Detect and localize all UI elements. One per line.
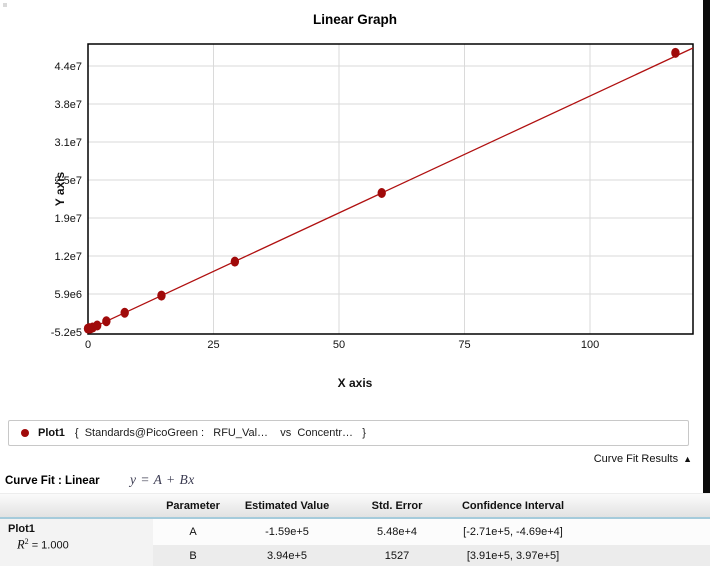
plot-group-cell: Plot1 R2 = 1.000 bbox=[0, 519, 153, 566]
table-row-b: B 3.94e+5 1527 [3.91e+5, 3.97e+5] bbox=[153, 545, 710, 566]
col-std-error: Std. Error bbox=[371, 499, 423, 512]
data-point bbox=[92, 320, 102, 331]
data-point bbox=[157, 290, 166, 301]
plot-group-name: Plot1 bbox=[8, 523, 35, 535]
curve-fit-type-label: Curve Fit : Linear bbox=[5, 475, 100, 487]
y-tick-label: -5.2e5 bbox=[51, 327, 82, 339]
legend[interactable]: Plot1 { Standards@PicoGreen : RFU_Val… v… bbox=[8, 420, 689, 446]
table-row-a: A -1.59e+5 5.48e+4 [-2.71e+5, -4.69e+4] bbox=[153, 519, 710, 545]
collapse-triangle-icon: ▲ bbox=[683, 454, 692, 464]
curve-fit-results-toggle[interactable]: Curve Fit Results ▲ bbox=[594, 453, 692, 465]
x-axis-title: X axis bbox=[337, 376, 373, 390]
y-tick-label: 3.8e7 bbox=[54, 99, 82, 111]
fit-equation: y = A + Bx bbox=[130, 472, 195, 487]
table-body: Plot1 R2 = 1.000 A -1.59e+5 5.48e+4 [-2.… bbox=[0, 519, 710, 566]
x-tick-label: 50 bbox=[333, 339, 345, 351]
y-tick-label: 1.9e7 bbox=[54, 213, 82, 225]
x-tick-label: 0 bbox=[85, 339, 91, 351]
cell-parameter: B bbox=[189, 549, 197, 562]
legend-plot-label: Plot1 bbox=[38, 427, 65, 439]
curve-fit-header: Curve Fit : Linear y = A + Bx bbox=[5, 471, 195, 489]
header-divider bbox=[0, 517, 710, 519]
y-axis-title: Y axis bbox=[53, 171, 67, 207]
chart-title: Linear Graph bbox=[312, 12, 398, 27]
screen-artifact bbox=[3, 3, 7, 7]
linear-graph-plot: 0 25 50 75 100 -5.2e5 5.9e6 1.2e7 1.9e7 2.5e7 3.1e… bbox=[51, 43, 694, 351]
fit-line bbox=[87, 47, 694, 331]
data-point bbox=[671, 47, 680, 58]
x-tick-label: 25 bbox=[207, 339, 219, 351]
data-point bbox=[120, 307, 129, 318]
curve-fit-results-label: Curve Fit Results bbox=[593, 453, 679, 465]
cell-estimated-value: -1.59e+5 bbox=[265, 526, 309, 538]
y-tick-label: 5.9e6 bbox=[54, 289, 82, 301]
y-tick-label: 3.1e7 bbox=[54, 137, 82, 149]
data-point bbox=[102, 316, 111, 327]
data-point bbox=[377, 188, 386, 199]
cell-std-error: 5.48e+4 bbox=[376, 526, 418, 538]
right-edge-panel bbox=[703, 0, 710, 493]
x-tick-label: 75 bbox=[458, 339, 470, 351]
legend-series-text: { Standards@PicoGreen : RFU_Val… vs Conc… bbox=[74, 427, 366, 439]
y-tick-label: 2.5e7 bbox=[54, 175, 82, 187]
cell-parameter: A bbox=[189, 526, 197, 538]
y-tick-label: 1.2e7 bbox=[54, 251, 82, 263]
curve-fit-results-table: Parameter Estimated Value Std. Error Con… bbox=[0, 493, 710, 566]
r-exponent: 2 bbox=[24, 537, 29, 546]
r-equals-value: = 1.000 bbox=[28, 539, 69, 552]
plot-frame bbox=[87, 43, 694, 335]
table-header-row: Parameter Estimated Value Std. Error Con… bbox=[0, 493, 710, 517]
y-tick-label: 4.4e7 bbox=[54, 61, 82, 73]
cell-estimated-value: 3.94e+5 bbox=[266, 549, 308, 562]
cell-confidence-interval: [-2.71e+5, -4.69e+4] bbox=[463, 526, 563, 538]
col-confidence-interval: Confidence Interval bbox=[461, 499, 565, 512]
col-parameter: Parameter bbox=[166, 499, 220, 512]
r-squared-value: R2 = 1.000 bbox=[0, 535, 153, 553]
parameter-rows: A -1.59e+5 5.48e+4 [-2.71e+5, -4.69e+4] … bbox=[153, 519, 710, 566]
r-symbol: R bbox=[17, 537, 25, 552]
x-tick-label: 100 bbox=[581, 339, 599, 351]
data-point bbox=[230, 256, 240, 267]
col-estimated-value: Estimated Value bbox=[244, 499, 330, 512]
cell-confidence-interval: [3.91e+5, 3.97e+5] bbox=[466, 549, 560, 562]
cell-std-error: 1527 bbox=[384, 549, 410, 562]
series-marker-icon bbox=[21, 429, 29, 437]
